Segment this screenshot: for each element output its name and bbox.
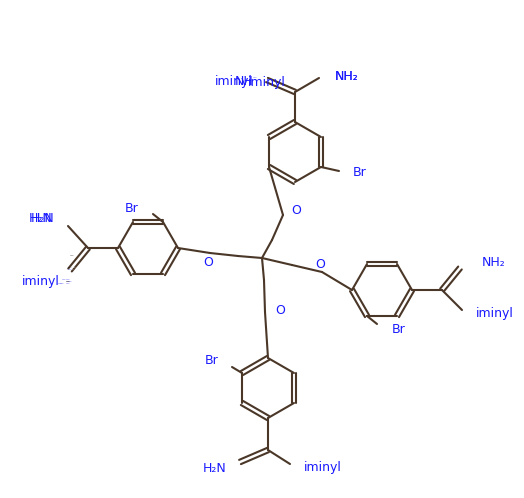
Text: NH: NH [234, 75, 253, 88]
Text: Br: Br [204, 355, 218, 368]
Text: iminyl: iminyl [476, 307, 514, 321]
Text: O: O [203, 256, 213, 269]
Text: O: O [315, 257, 325, 270]
Text: NH₂: NH₂ [335, 70, 359, 83]
Text: Br: Br [392, 324, 406, 337]
Text: H₂N: H₂N [28, 212, 52, 225]
Text: iminyl: iminyl [70, 255, 74, 256]
Text: iminyl: iminyl [64, 271, 68, 272]
Text: iminyl: iminyl [253, 77, 257, 78]
Text: H₂N: H₂N [30, 212, 54, 225]
Text: iminyl: iminyl [60, 283, 64, 284]
Text: iminyl: iminyl [70, 267, 74, 268]
Text: iminyl: iminyl [68, 281, 72, 282]
Text: iminyl: iminyl [464, 313, 468, 314]
Text: iminyl: iminyl [68, 267, 72, 268]
Text: iminyl: iminyl [68, 269, 72, 270]
Text: iminyl: iminyl [292, 466, 296, 467]
Text: iminyl: iminyl [462, 264, 466, 265]
Text: Br: Br [125, 202, 139, 215]
Text: iminyl: iminyl [248, 76, 286, 89]
Text: iminyl: iminyl [70, 269, 74, 270]
Text: iminyl: iminyl [66, 279, 70, 280]
Text: O: O [291, 204, 301, 217]
Text: iminyl: iminyl [58, 283, 62, 284]
Text: O: O [275, 303, 285, 317]
Text: NH₂: NH₂ [482, 255, 506, 268]
Text: iminyl: iminyl [22, 275, 60, 288]
Text: iminyl: iminyl [62, 279, 66, 280]
Text: iminyl: iminyl [72, 267, 77, 268]
Text: iminyl: iminyl [234, 464, 238, 465]
Text: H₂N: H₂N [202, 462, 226, 475]
Text: iminyl: iminyl [66, 281, 70, 282]
Text: iminyl: iminyl [215, 75, 253, 88]
Text: iminyl: iminyl [304, 462, 342, 475]
Text: Br: Br [353, 165, 367, 178]
Text: iminyl: iminyl [66, 283, 70, 284]
Text: NH₂: NH₂ [335, 70, 359, 83]
Text: iminyl: iminyl [66, 281, 70, 282]
